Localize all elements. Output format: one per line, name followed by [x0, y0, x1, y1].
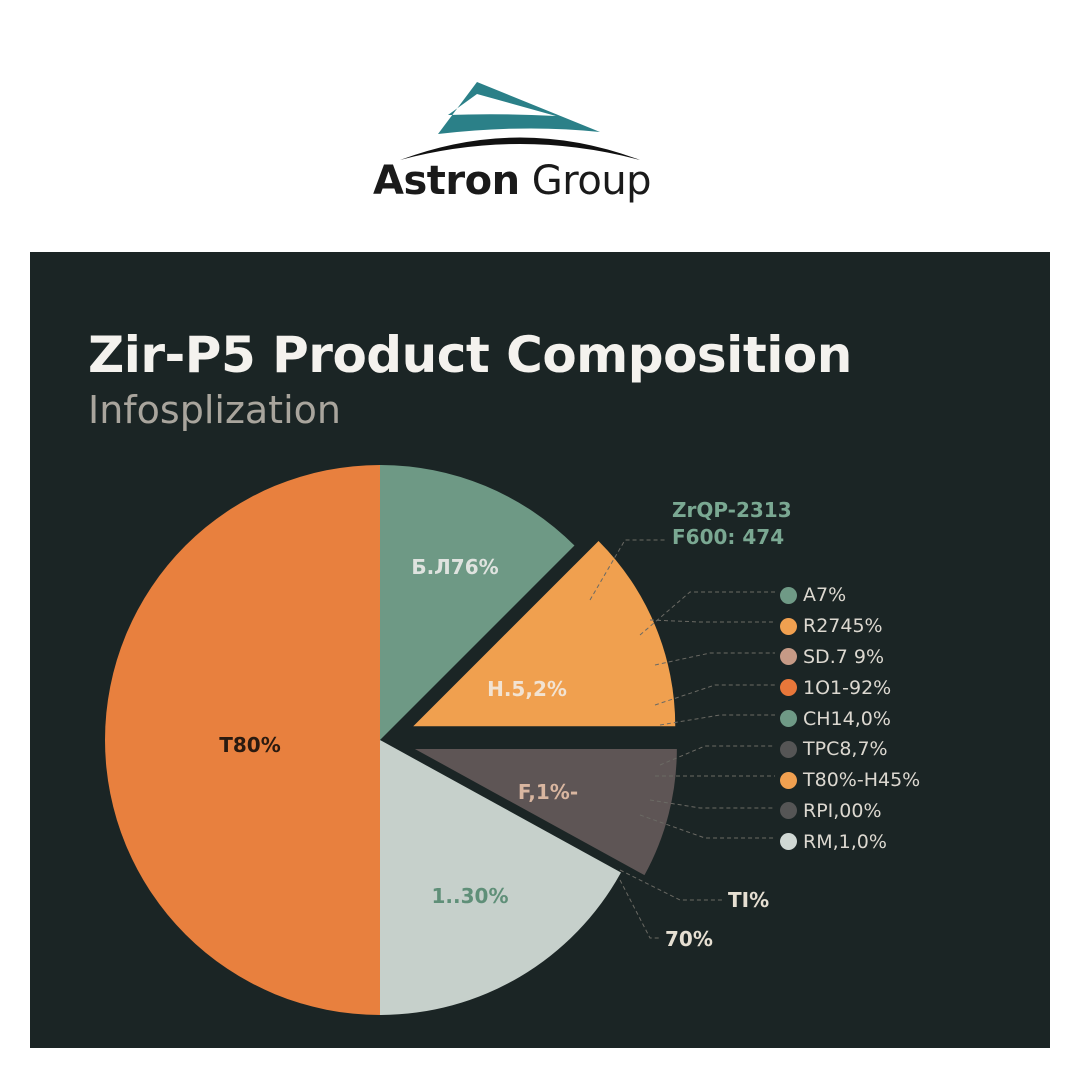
- legend-label: 1O1-92%: [803, 676, 892, 699]
- leader-line: [619, 869, 722, 901]
- legend-label: SD.7 9%: [803, 645, 885, 668]
- external-label-1: TI%: [728, 888, 770, 912]
- leader-line: [639, 814, 775, 839]
- pie-slice: [380, 740, 621, 1015]
- legend-swatch-icon: [780, 679, 797, 697]
- legend-label: A7%: [803, 584, 847, 607]
- leader-line: [659, 714, 775, 726]
- leader-line: [639, 591, 775, 636]
- slice-label-light: 1..30%: [431, 884, 509, 908]
- leader-line: [649, 619, 775, 623]
- legend-swatch-icon: [780, 740, 797, 758]
- leader-line: [619, 879, 660, 939]
- legend-label: TPC8,7%: [803, 738, 888, 761]
- logo-roof-icon: [438, 82, 600, 134]
- legend-swatch-icon: [780, 617, 797, 635]
- logo-text: Astron Group: [373, 158, 652, 204]
- callout-line-2: F600: 474: [672, 525, 785, 549]
- legend-item: RM,1,0%: [780, 826, 920, 857]
- slice-label-dark: F,1%-: [517, 780, 579, 804]
- legend-swatch-icon: [780, 586, 797, 604]
- leader-line: [654, 684, 775, 706]
- slice-label-green: Б.Л76%: [411, 555, 499, 579]
- legend-label: T80%-H45%: [803, 769, 921, 792]
- leader-line: [654, 652, 775, 666]
- pie-slice: [414, 748, 677, 876]
- legend-label: CH14,0%: [803, 707, 891, 730]
- leader-line: [659, 745, 775, 766]
- pie-slice: [105, 465, 380, 1015]
- legend-label: RM,1,0%: [803, 830, 887, 853]
- logo-mark: [400, 82, 640, 160]
- chart-title: Zir-P5 Product Composition: [88, 326, 852, 384]
- leader-line: [589, 539, 665, 601]
- legend: A7% R2745% SD.7 9% 1O1-92% CH14,0% TPC8,7% T80…: [780, 580, 920, 857]
- pie-slice: [413, 540, 676, 727]
- legend-swatch-icon: [780, 771, 797, 789]
- leader-line: [649, 799, 775, 809]
- legend-item: R2745%: [780, 611, 920, 642]
- legend-item: TPC8,7%: [780, 734, 920, 765]
- legend-item: 1O1-92%: [780, 672, 920, 703]
- logo-arc-icon: [400, 137, 640, 160]
- legend-swatch-icon: [780, 648, 797, 666]
- legend-swatch-icon: [780, 710, 797, 728]
- external-label-2: 70%: [665, 927, 713, 951]
- legend-item: RPI,00%: [780, 796, 920, 827]
- legend-swatch-icon: [780, 802, 797, 820]
- legend-item: T80%-H45%: [780, 765, 920, 796]
- callout-line-1: ZrQP-2313: [672, 498, 792, 522]
- legend-item: A7%: [780, 580, 920, 611]
- slice-label-orange-exploded: H.5,2%: [487, 677, 567, 701]
- legend-label: RPI,00%: [803, 799, 882, 822]
- chart-subtitle: Infosplization: [88, 388, 341, 432]
- legend-item: SD.7 9%: [780, 642, 920, 673]
- legend-label: R2745%: [803, 615, 883, 638]
- legend-swatch-icon: [780, 833, 797, 851]
- slice-label-orange-main: T80%: [219, 733, 281, 757]
- pie-slice: [380, 465, 575, 740]
- legend-item: CH14,0%: [780, 703, 920, 734]
